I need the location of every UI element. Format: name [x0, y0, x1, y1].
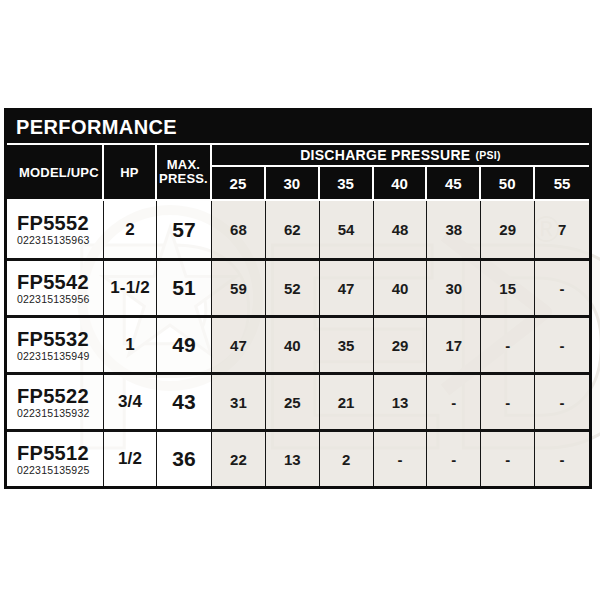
discharge-pressure-label: DISCHARGE PRESSURE (PSI) — [212, 145, 589, 167]
pressure-value-cell: - — [535, 432, 589, 486]
max-press-line2: PRESS. — [159, 172, 208, 186]
pressure-value-cell: 59 — [212, 261, 266, 315]
column-header-max-press: MAX. PRESS. — [157, 145, 212, 199]
pressure-value-cell: 35 — [320, 318, 374, 372]
hp-cell: 1/2 — [104, 432, 157, 486]
pressure-value-cell: - — [481, 432, 535, 486]
model-number: FP5532 — [17, 329, 89, 350]
model-number: FP5552 — [17, 213, 89, 234]
max-press-cell: 57 — [157, 201, 212, 258]
pressure-value-cell: 62 — [266, 201, 320, 258]
pressure-value-cell: 13 — [266, 432, 320, 486]
model-cell: FP5552 022315135963 — [7, 201, 104, 258]
pressure-value-cell: 38 — [427, 201, 481, 258]
pressure-value-cell: 17 — [427, 318, 481, 372]
model-upc: 022315135932 — [17, 407, 89, 419]
pressure-value-cell: - — [535, 318, 589, 372]
pressure-value-cell: 7 — [535, 201, 589, 258]
psi-header-45: 45 — [427, 167, 481, 199]
pressure-value-cell: 40 — [374, 261, 428, 315]
pressure-value-cell: - — [427, 432, 481, 486]
table-title-bar: PERFORMANCE — [7, 111, 589, 145]
model-number: FP5542 — [17, 272, 89, 293]
psi-header-25: 25 — [212, 167, 266, 199]
pressure-value-cell: 15 — [481, 261, 535, 315]
max-press-cell: 43 — [157, 375, 212, 429]
table-header-row: MODEL/UPC HP MAX. PRESS. DISCHARGE PRESS… — [7, 145, 589, 201]
model-cell: FP5522 022315135932 — [7, 375, 104, 429]
table-row: FP5532 022315135949 1 49 47 40 35 29 17 … — [7, 315, 589, 372]
table-row: FP5522 022315135932 3/4 43 31 25 21 13 -… — [7, 372, 589, 429]
pressure-value-cell: 47 — [320, 261, 374, 315]
psi-header-50: 50 — [481, 167, 535, 199]
pressure-value-cell: 40 — [266, 318, 320, 372]
hp-cell: 3/4 — [104, 375, 157, 429]
table-row: FP5552 022315135963 2 57 68 62 54 48 38 … — [7, 201, 589, 258]
pressure-value-cell: - — [374, 432, 428, 486]
pressure-value-cell: 31 — [212, 375, 266, 429]
performance-table: PERFORMANCE MODEL/UPC HP MAX. PRESS. DIS… — [4, 108, 592, 489]
pressure-value-cell: 21 — [320, 375, 374, 429]
table-title: PERFORMANCE — [16, 116, 177, 139]
discharge-pressure-unit: (PSI) — [475, 149, 500, 161]
psi-header-40: 40 — [374, 167, 428, 199]
page: PED ® PERFORMANCE MODEL/UPC HP MAX. PRES… — [0, 0, 600, 600]
psi-header-55: 55 — [535, 167, 589, 199]
pressure-value-cell: 13 — [374, 375, 428, 429]
psi-header-35: 35 — [320, 167, 374, 199]
pressure-value-cell: 30 — [427, 261, 481, 315]
pressure-value-cell: - — [535, 375, 589, 429]
model-upc: 022315135949 — [17, 350, 89, 362]
model-number: FP5512 — [17, 443, 89, 464]
pressure-value-cell: 2 — [320, 432, 374, 486]
model-upc: 022315135925 — [17, 464, 89, 476]
model-cell: FP5512 022315135925 — [7, 432, 104, 486]
pressure-value-cell: 52 — [266, 261, 320, 315]
model-cell: FP5542 022315135956 — [7, 261, 104, 315]
pressure-value-cell: - — [427, 375, 481, 429]
pressure-value-cell: 54 — [320, 201, 374, 258]
hp-cell: 1-1/2 — [104, 261, 157, 315]
pressure-value-cell: 48 — [374, 201, 428, 258]
psi-column-headers: 25 30 35 40 45 50 55 — [212, 167, 589, 199]
discharge-pressure-header-group: DISCHARGE PRESSURE (PSI) 25 30 35 40 45 … — [212, 145, 589, 199]
column-header-hp: HP — [104, 145, 157, 199]
pressure-value-cell: - — [481, 318, 535, 372]
pressure-value-cell: - — [481, 375, 535, 429]
pressure-value-cell: 47 — [212, 318, 266, 372]
max-press-cell: 51 — [157, 261, 212, 315]
model-cell: FP5532 022315135949 — [7, 318, 104, 372]
model-upc: 022315135963 — [17, 234, 89, 246]
max-press-cell: 49 — [157, 318, 212, 372]
model-number: FP5522 — [17, 386, 89, 407]
pressure-value-cell: - — [535, 261, 589, 315]
max-press-line1: MAX. — [167, 158, 200, 172]
table-row: FP5512 022315135925 1/2 36 22 13 2 - - -… — [7, 429, 589, 486]
discharge-pressure-title: DISCHARGE PRESSURE — [300, 147, 470, 163]
max-press-cell: 36 — [157, 432, 212, 486]
pressure-value-cell: 29 — [374, 318, 428, 372]
pressure-value-cell: 68 — [212, 201, 266, 258]
psi-header-30: 30 — [266, 167, 320, 199]
hp-cell: 2 — [104, 201, 157, 258]
hp-cell: 1 — [104, 318, 157, 372]
table-row: FP5542 022315135956 1-1/2 51 59 52 47 40… — [7, 258, 589, 315]
model-upc: 022315135956 — [17, 293, 89, 305]
pressure-value-cell: 25 — [266, 375, 320, 429]
column-header-model-upc: MODEL/UPC — [7, 145, 104, 199]
pressure-value-cell: 29 — [481, 201, 535, 258]
pressure-value-cell: 22 — [212, 432, 266, 486]
